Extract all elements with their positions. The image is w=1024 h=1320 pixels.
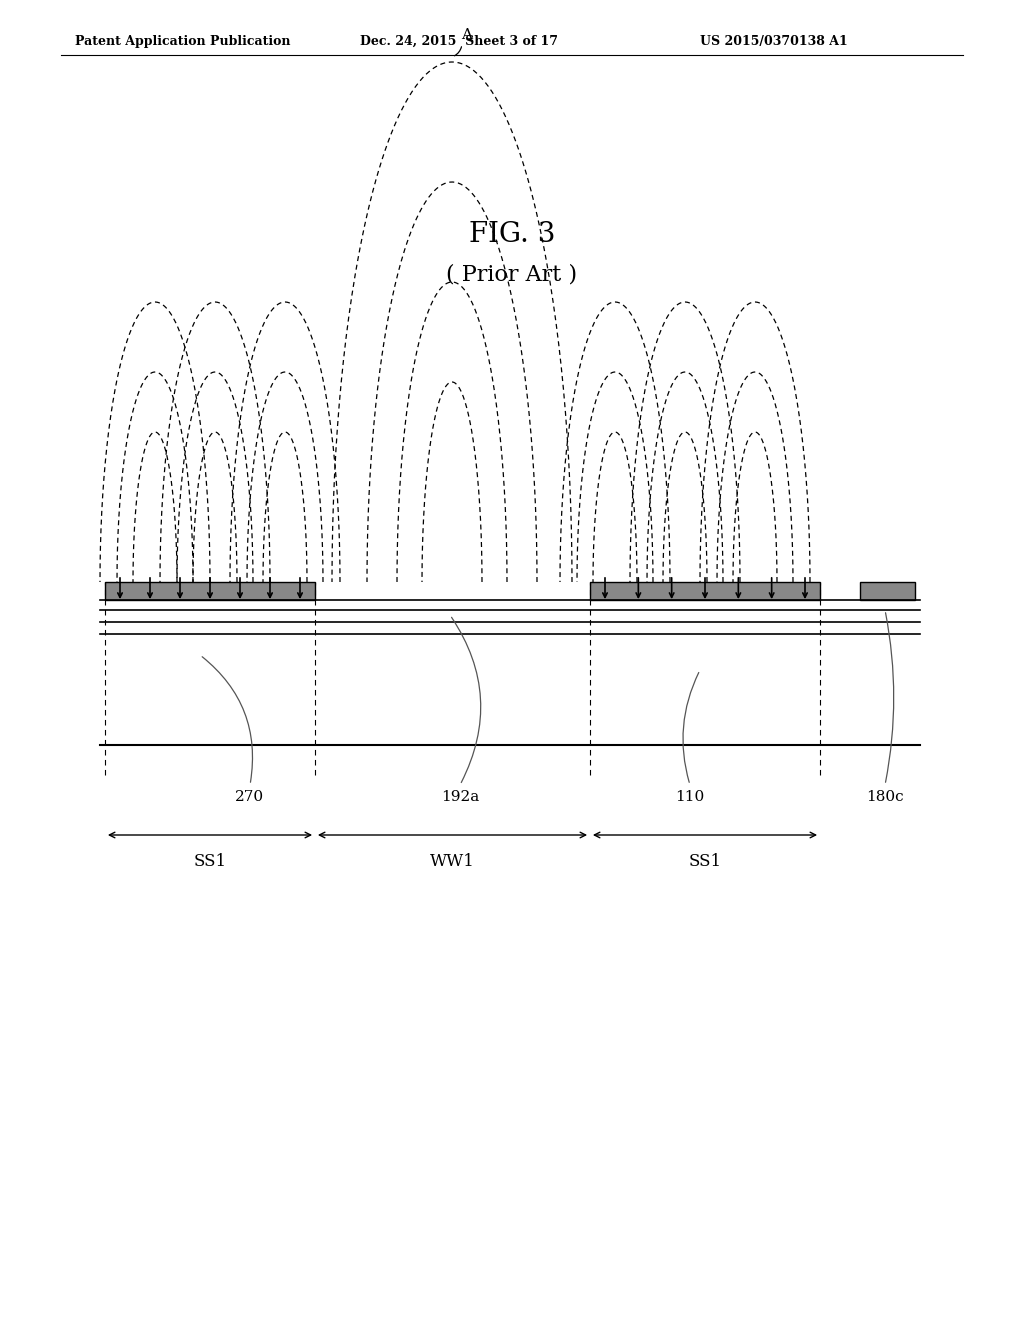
Text: SS1: SS1 <box>194 853 226 870</box>
Text: 192a: 192a <box>441 789 479 804</box>
Text: 270: 270 <box>236 789 264 804</box>
Bar <box>860 582 915 601</box>
Text: SS1: SS1 <box>688 853 722 870</box>
Text: Dec. 24, 2015  Sheet 3 of 17: Dec. 24, 2015 Sheet 3 of 17 <box>360 36 558 48</box>
Text: ( Prior Art ): ( Prior Art ) <box>446 264 578 286</box>
Text: FIG. 3: FIG. 3 <box>469 222 555 248</box>
Text: A: A <box>462 28 472 42</box>
Text: 110: 110 <box>676 789 705 804</box>
Bar <box>590 582 820 601</box>
Bar <box>105 582 315 601</box>
Text: Patent Application Publication: Patent Application Publication <box>75 36 291 48</box>
Text: 180c: 180c <box>866 789 904 804</box>
Text: US 2015/0370138 A1: US 2015/0370138 A1 <box>700 36 848 48</box>
Text: WW1: WW1 <box>430 853 475 870</box>
